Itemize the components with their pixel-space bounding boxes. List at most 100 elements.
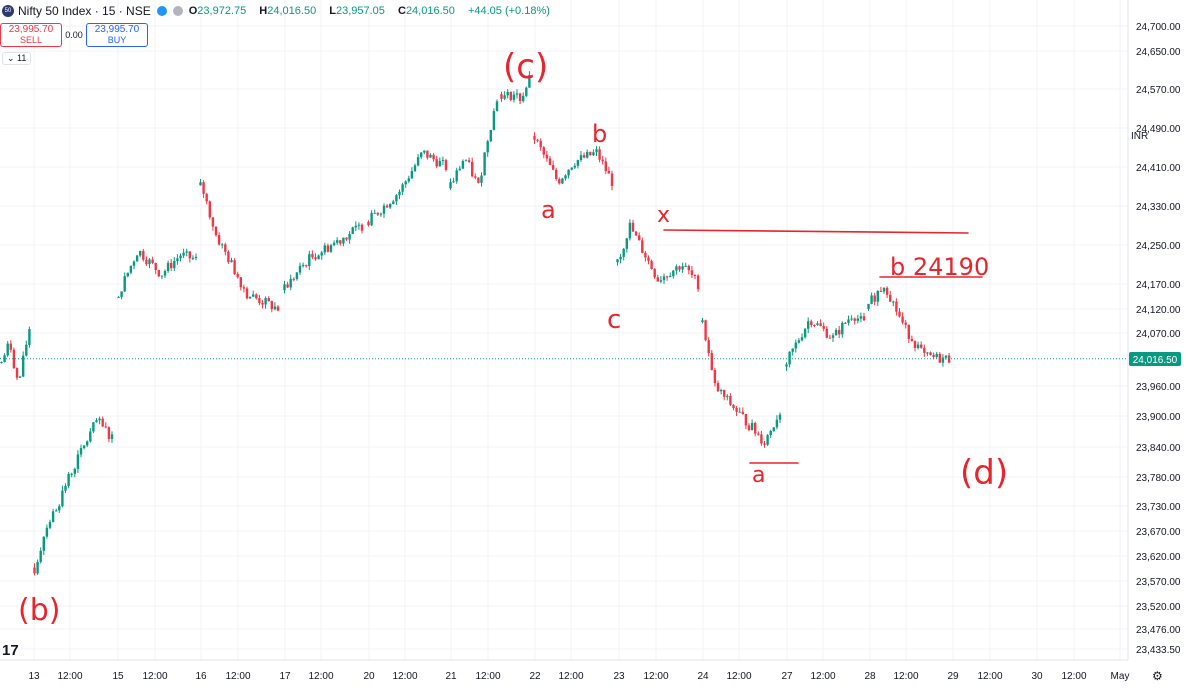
annotation-text: (c) a b c x b 24190 a (d) (b) (18, 47, 1008, 628)
candle-body (696, 275, 700, 290)
tradingview-logo[interactable]: 17 (2, 642, 19, 659)
indicator-toggle[interactable]: ⌄ 11 (2, 52, 32, 65)
candle-body (202, 182, 205, 194)
candle-body (582, 155, 586, 158)
y-tick-label: 23,900.00 (1136, 412, 1181, 423)
annotation-a-top: a (541, 196, 556, 224)
buy-price: 23,995.70 (94, 24, 140, 35)
candle-body (323, 245, 326, 253)
x-tick-label: 17 (279, 671, 291, 682)
candle-body (345, 237, 348, 240)
candle-body (326, 245, 330, 252)
candle-body (233, 260, 236, 274)
candle-body (841, 322, 844, 335)
x-tick-label: 20 (363, 671, 375, 682)
candle-body (862, 316, 866, 321)
x-tick-label: 16 (195, 671, 207, 682)
candle-body (435, 159, 438, 167)
candle-body (389, 203, 392, 208)
x-tick-label: 12:00 (643, 671, 668, 682)
market-status-icon[interactable] (156, 6, 167, 16)
candle-body (586, 151, 589, 158)
candle-body (336, 240, 339, 243)
candle-body (404, 181, 407, 185)
candle-body (370, 212, 373, 226)
candle-body (923, 347, 926, 353)
candle-body (604, 161, 607, 172)
candle-body (132, 261, 136, 266)
candle-body (769, 430, 772, 436)
candle-body (641, 240, 644, 253)
candle-body (619, 256, 622, 260)
candle-body (904, 322, 907, 325)
gear-icon[interactable]: ⚙ (1152, 669, 1163, 683)
candle-body (564, 175, 567, 179)
candle-body (142, 250, 145, 260)
sell-button[interactable]: 23,995.70 SELL (0, 23, 62, 47)
price-axis[interactable]: 24,700.00 24,650.00 24,570.00 24,490.00 24,4… (1136, 22, 1181, 656)
candle-body (276, 306, 280, 311)
candle-body (413, 165, 417, 171)
candle-body (89, 431, 92, 442)
close-value: 24,016.50 (405, 5, 455, 17)
candle-body (735, 408, 738, 412)
candle-body (634, 231, 638, 236)
time-axis[interactable]: 13 12:00 15 12:00 16 12:00 17 12:00 20 12:00 21 12:… (28, 671, 1129, 682)
x-tick-label: 21 (445, 671, 457, 682)
candle-body (3, 355, 6, 363)
y-tick-label: 24,570.00 (1136, 85, 1181, 96)
annotations (663, 229, 983, 464)
candle-body (236, 273, 239, 278)
symbol-title[interactable]: Nifty 50 Index · 15 · NSE (18, 4, 151, 18)
y-tick-label: 23,433.50 (1136, 645, 1181, 656)
annotation-c-big: (c) (503, 47, 548, 87)
candle-body (669, 276, 672, 278)
ohlc-values: O23,972.75 H24,016.50 L23,957.05 C24,016… (188, 5, 550, 17)
candle-body (741, 411, 744, 415)
candle-body (73, 468, 76, 474)
candle-body (283, 284, 286, 291)
candle-body (738, 411, 741, 413)
candle-body (444, 160, 448, 170)
candle-body (719, 389, 723, 392)
y-tick-label: 24,170.00 (1136, 280, 1181, 291)
candle-body (273, 306, 277, 310)
index-logo-icon: 50 (2, 5, 14, 17)
candle-body (662, 276, 666, 281)
candle-body (351, 227, 354, 235)
visibility-icon[interactable] (172, 6, 183, 16)
candle-body (944, 355, 948, 358)
candle-body (763, 443, 766, 445)
candle-body (916, 344, 920, 348)
candle-body (151, 259, 154, 263)
currency-label[interactable]: INR (1131, 131, 1149, 142)
candle-body (398, 191, 401, 196)
candle-body (205, 193, 208, 202)
candle-body (242, 287, 246, 289)
x-tick-label: 12:00 (893, 671, 918, 682)
candle-body (653, 268, 656, 278)
x-tick-label: 12:00 (977, 671, 1002, 682)
candle-body (92, 422, 95, 432)
candle-body (729, 395, 732, 405)
buy-button[interactable]: 23,995.70 BUY (86, 23, 148, 47)
candle-body (895, 301, 898, 312)
candle-body (816, 323, 819, 326)
y-tick-label: 23,730.00 (1136, 502, 1181, 513)
x-tick-label: 13 (28, 671, 40, 682)
candle-body (847, 319, 850, 323)
candle-body (123, 276, 126, 292)
candle-body (500, 94, 503, 99)
x-tick-label: 12:00 (225, 671, 250, 682)
candle-body (329, 245, 333, 252)
grid (0, 0, 1128, 660)
candle-body (656, 277, 659, 282)
candle-body (416, 157, 420, 166)
candle-body (227, 251, 230, 263)
y-tick-label: 23,670.00 (1136, 527, 1181, 538)
annotation-b-top: b (592, 120, 607, 148)
candle-body (870, 295, 873, 304)
candle-body (264, 298, 267, 305)
candle-body (170, 262, 173, 269)
